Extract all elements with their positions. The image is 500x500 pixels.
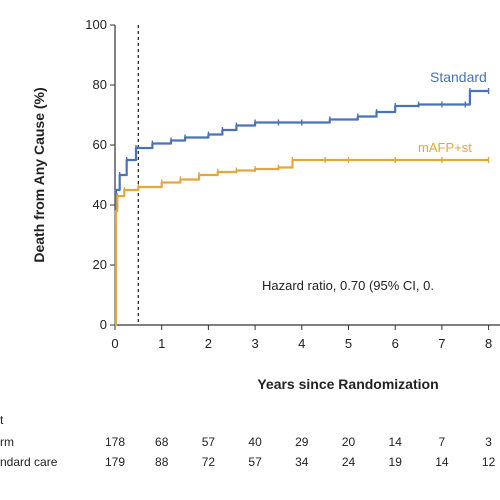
x-tick-label: 2 [205, 336, 212, 351]
risk-value: 12 [482, 455, 496, 469]
risk-value: 14 [435, 455, 449, 469]
risk-value: 88 [155, 455, 169, 469]
risk-value: 178 [105, 435, 125, 449]
x-tick-label: 3 [251, 336, 258, 351]
risk-value: 72 [202, 455, 216, 469]
risk-table-header: t [0, 413, 4, 427]
y-tick-label: 60 [93, 137, 107, 152]
series-label-mafp: mAFP+st [418, 140, 472, 155]
risk-value: 57 [202, 435, 216, 449]
y-tick-label: 20 [93, 257, 107, 272]
risk-value: 29 [295, 435, 309, 449]
y-tick-label: 80 [93, 77, 107, 92]
risk-value: 34 [295, 455, 309, 469]
plot-area [114, 25, 490, 327]
series-label-standard: Standard [430, 69, 487, 85]
risk-row-label: rm [0, 435, 14, 449]
x-axis-title: Years since Randomization [257, 376, 438, 392]
risk-row-label: ndard care [0, 455, 58, 469]
risk-value: 14 [389, 435, 403, 449]
y-axis-title: Death from Any Cause (%) [31, 87, 47, 262]
risk-value: 68 [155, 435, 169, 449]
x-tick-label: 6 [392, 336, 399, 351]
hazard-ratio-annotation: Hazard ratio, 0.70 (95% CI, 0. [262, 278, 434, 293]
risk-value: 24 [342, 455, 356, 469]
series-line-1 [114, 158, 489, 327]
risk-value: 40 [248, 435, 262, 449]
x-tick-label: 1 [158, 336, 165, 351]
risk-value: 7 [439, 435, 446, 449]
risk-value: 3 [485, 435, 492, 449]
x-tick-label: 0 [111, 336, 118, 351]
tick-labels: 0 20 40 60 80 100 0 1 2 3 4 5 6 7 8 [85, 17, 492, 351]
risk-value: 20 [342, 435, 356, 449]
x-tick-label: 5 [345, 336, 352, 351]
y-tick-label: 0 [100, 317, 107, 332]
x-tick-label: 7 [438, 336, 445, 351]
risk-value: 179 [105, 455, 125, 469]
risk-value: 57 [248, 455, 262, 469]
x-tick-label: 8 [485, 336, 492, 351]
y-tick-label: 100 [85, 17, 107, 32]
y-tick-label: 40 [93, 197, 107, 212]
x-tick-label: 4 [298, 336, 305, 351]
risk-value: 19 [389, 455, 403, 469]
risk-table: t rm 178 68 57 40 29 20 14 7 3 ndard care 179 88 72 57 3… [0, 413, 496, 469]
